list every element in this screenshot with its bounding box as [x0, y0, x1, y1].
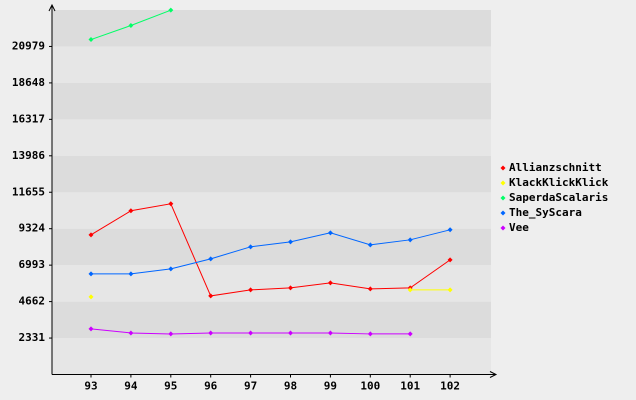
x-tick-label: 101: [400, 380, 420, 393]
y-tick-label: 6993: [19, 258, 46, 271]
x-tick-label: 93: [84, 380, 97, 393]
x-tick-label: 96: [204, 380, 218, 393]
series-line: [91, 229, 451, 275]
plot-band: [52, 119, 491, 156]
point: [128, 23, 134, 29]
legend-label: KlackKlickKlick: [509, 176, 609, 189]
legend-label: Allianzschnitt: [509, 161, 602, 174]
legend-marker: [500, 180, 506, 186]
point: [288, 239, 293, 245]
x-tick-label: 94: [124, 380, 138, 393]
legend-marker: [500, 225, 506, 231]
point: [88, 37, 94, 43]
legend-marker: [500, 195, 506, 201]
legend-marker: [500, 165, 506, 171]
y-tick-label: 9324: [19, 222, 46, 235]
point: [248, 330, 254, 336]
point: [407, 331, 413, 337]
point: [327, 230, 333, 236]
point: [88, 294, 94, 300]
legend-label: The_SyScara: [509, 206, 582, 219]
point: [447, 227, 453, 233]
point: [248, 287, 254, 293]
point: [367, 242, 373, 248]
plot-band: [52, 82, 491, 120]
point: [327, 280, 333, 286]
legend-label: Vee: [509, 221, 529, 234]
plot-band: [52, 155, 491, 193]
legend-marker: [500, 210, 506, 216]
point: [367, 286, 373, 292]
x-tick-label: 100: [360, 380, 380, 393]
plot-band: [52, 46, 491, 83]
point: [447, 287, 453, 293]
plot-band: [52, 192, 491, 229]
point: [288, 285, 293, 291]
point: [208, 256, 214, 262]
plot-band: [52, 338, 491, 375]
legend-label: SaperdaScalaris: [509, 191, 608, 204]
x-tick-label: 97: [244, 380, 257, 393]
point: [208, 293, 214, 299]
point: [407, 287, 413, 293]
point: [88, 271, 94, 277]
y-tick-label: 13986: [12, 149, 45, 162]
x-tick-label: 102: [440, 380, 460, 393]
point: [168, 201, 174, 207]
point: [407, 237, 413, 243]
point: [288, 330, 293, 336]
point: [88, 326, 94, 332]
x-tick-label: 99: [324, 380, 337, 393]
y-tick-label: 16317: [12, 112, 45, 125]
plot-band: [52, 10, 491, 47]
point: [168, 7, 174, 13]
point: [128, 208, 134, 214]
plot-band: [52, 265, 491, 302]
axis-arrow: [48, 3, 56, 12]
y-tick-label: 2331: [19, 331, 46, 344]
point: [128, 271, 134, 277]
point: [208, 330, 214, 336]
point: [88, 232, 94, 238]
x-tick-label: 98: [284, 380, 297, 393]
y-tick-label: 4662: [19, 295, 46, 308]
point: [168, 266, 174, 272]
point: [367, 331, 373, 337]
axis-arrow: [489, 371, 498, 378]
plot-band: [52, 228, 491, 266]
x-tick-label: 95: [164, 380, 177, 393]
point: [128, 330, 134, 336]
point: [447, 257, 453, 263]
y-tick-label: 20979: [12, 39, 45, 52]
point: [168, 331, 174, 337]
y-tick-label: 18648: [12, 76, 45, 89]
point: [248, 244, 254, 250]
point: [327, 330, 333, 336]
series-line: [90, 203, 451, 297]
y-tick-label: 11655: [12, 185, 45, 198]
